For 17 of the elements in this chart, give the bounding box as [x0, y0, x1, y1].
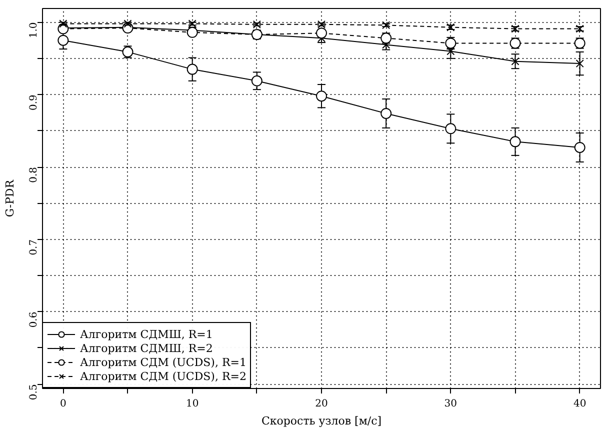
legend-label: Алгоритм СДМШ, R=1 — [80, 327, 213, 341]
x-tick-label: 0 — [60, 398, 66, 410]
y-tick-label: 0.5 — [28, 384, 40, 400]
x-tick-label: 30 — [444, 398, 458, 410]
y-tick-label: 0.8 — [28, 167, 40, 183]
y-tick-label: 0.6 — [28, 312, 40, 328]
y-tick-label: 0.7 — [28, 239, 40, 256]
x-tick-label: 40 — [573, 398, 586, 410]
y-tick-label: 1.0 — [28, 22, 40, 38]
legend-label: Алгоритм СДМ (UCDS), R=1 — [80, 355, 246, 369]
x-tick-label: 10 — [186, 398, 199, 410]
legend-label: Алгоритм СДМШ, R=2 — [80, 341, 213, 355]
x-tick-label: 20 — [315, 398, 328, 410]
x-axis-title: Скорость узлов [м/с] — [261, 414, 382, 428]
y-tick-label: 0.9 — [28, 94, 40, 111]
legend-label: Алгоритм СДМ (UCDS), R=2 — [80, 369, 246, 383]
y-axis-title: G-PDR — [4, 179, 16, 218]
